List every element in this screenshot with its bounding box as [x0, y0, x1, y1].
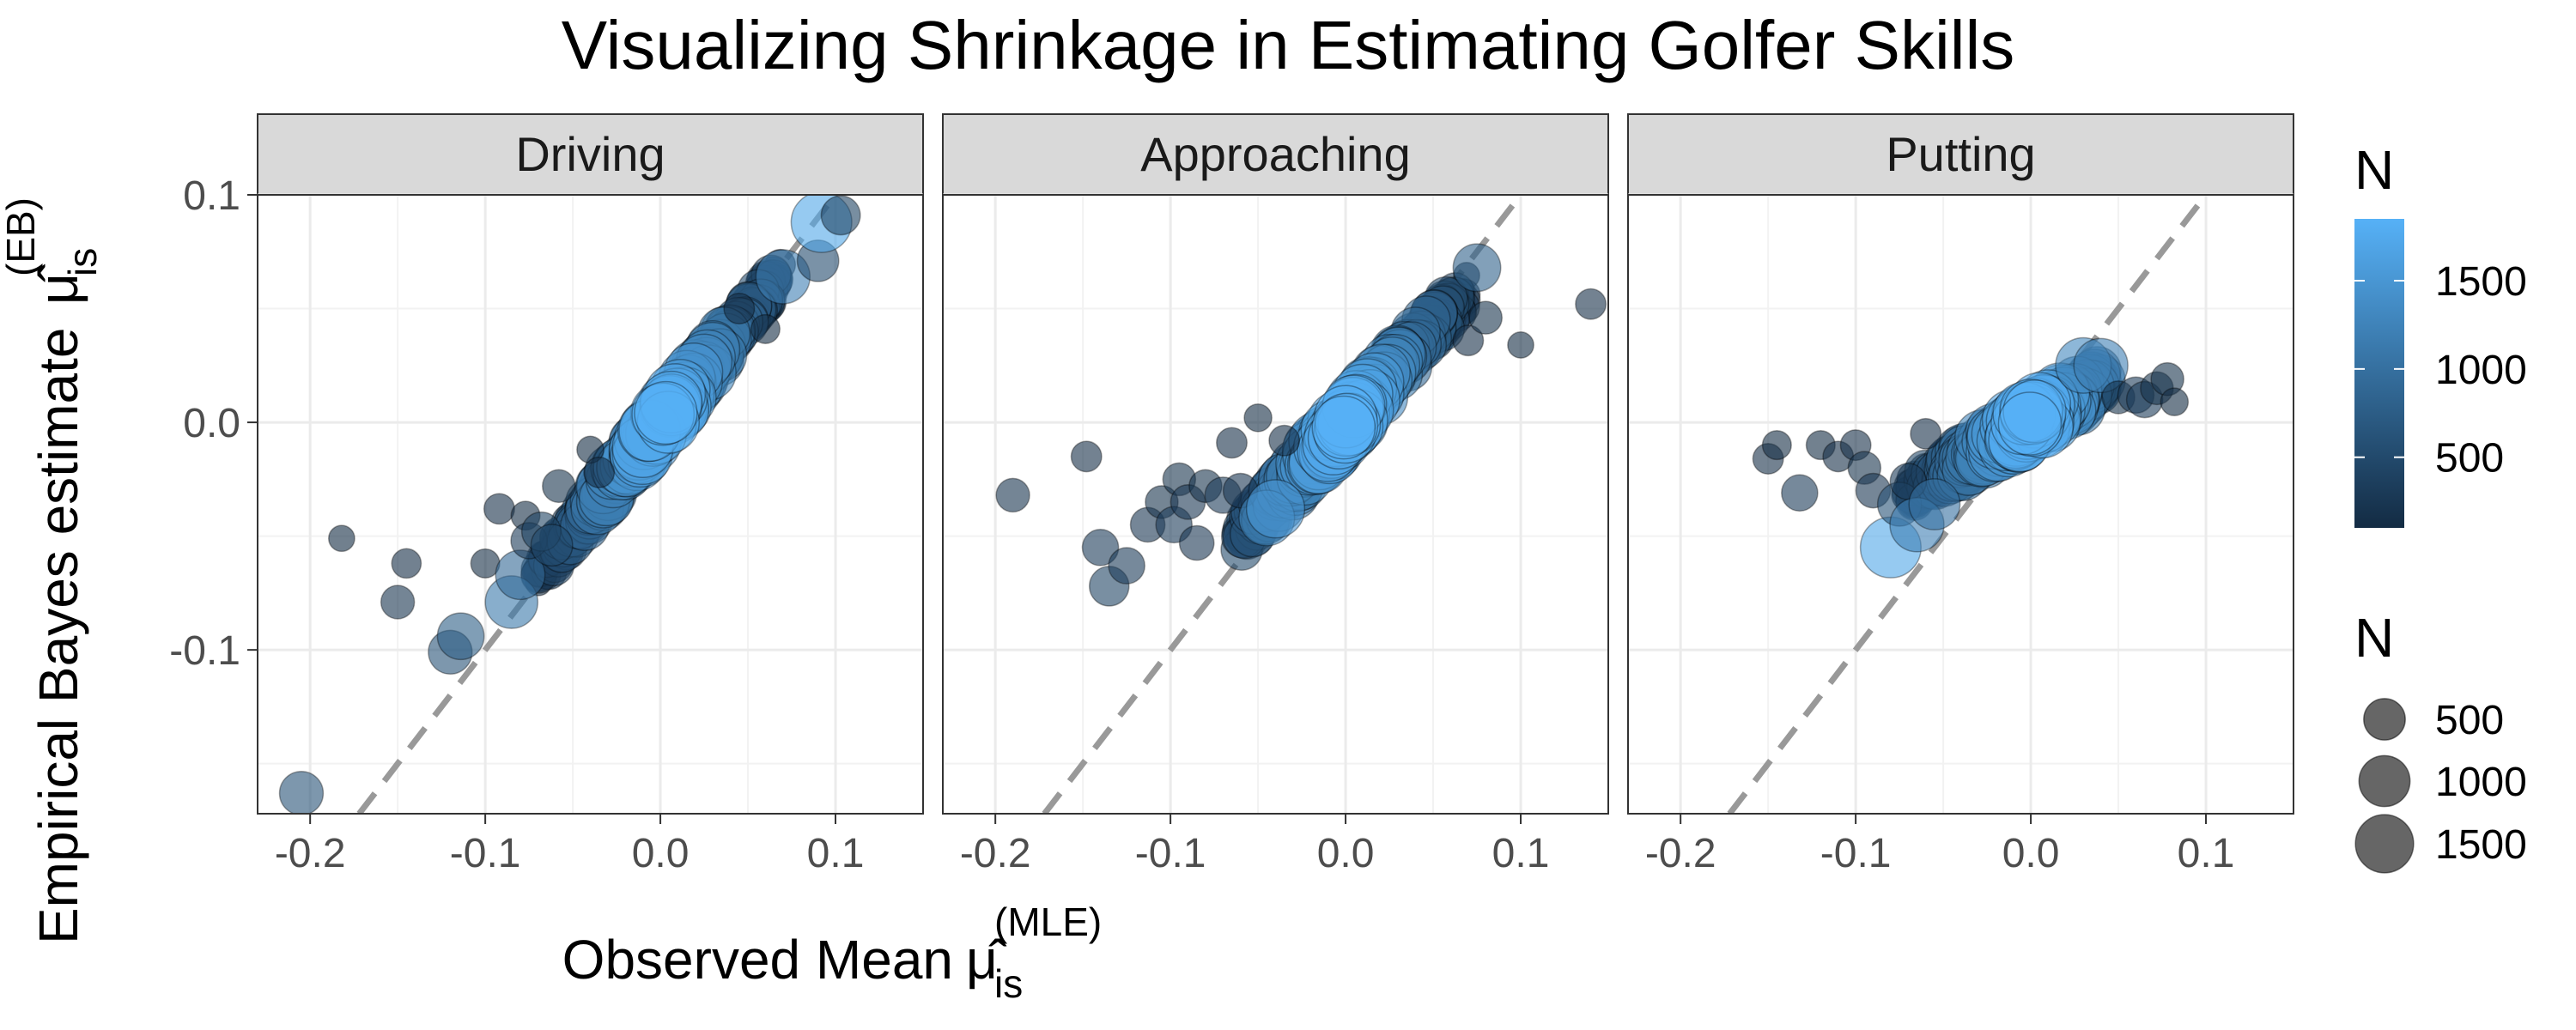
data-point [278, 770, 325, 814]
y-axis-label: Empirical Bayes estimate [27, 328, 89, 944]
data-point [1781, 474, 1819, 512]
data-point [1452, 243, 1502, 293]
size-legend-label: 1500 [2435, 822, 2527, 868]
data-point [1468, 300, 1504, 335]
points [1752, 336, 2190, 579]
x-tick-label: 0.1 [807, 831, 865, 876]
y-axis-label-subscript: is [60, 248, 105, 276]
facet-strip [257, 113, 924, 196]
data-point [530, 524, 574, 567]
x-tick-label: -0.1 [450, 831, 521, 876]
data-point [634, 380, 698, 445]
size-legend-key [2363, 698, 2406, 741]
size-legend-key [2354, 814, 2415, 874]
x-tick-label: 0.1 [1492, 831, 1550, 876]
facet-panels: Driving-0.2 -0.1 0.0 0.1-0.10.00.1Approachi… [169, 113, 2294, 876]
reference-line [1727, 195, 2208, 814]
data-point [1452, 324, 1485, 357]
data-point [483, 493, 515, 525]
facet-strip-label: Putting [1886, 127, 2035, 181]
data-point [995, 477, 1030, 513]
colorbar-tick-label: 500 [2435, 436, 2504, 482]
x-tick-label: 0.0 [632, 831, 690, 876]
data-point [1081, 529, 1120, 566]
x-tick-label: -0.2 [960, 831, 1031, 876]
y-tick-label: -0.1 [169, 628, 240, 674]
facet-strip [1627, 113, 2294, 196]
data-point [1997, 391, 2063, 456]
facet-strip [942, 113, 1609, 196]
data-point [1108, 547, 1145, 585]
y-axis-label-superscript: (EB) [0, 197, 43, 276]
size-legend-label: 1000 [2435, 760, 2527, 805]
x-axis-label: Observed Mean [562, 929, 953, 991]
points [995, 243, 1607, 607]
facet-strip-label: Driving [515, 127, 665, 181]
x-tick-label: 0.1 [2178, 831, 2235, 876]
data-point [1178, 524, 1215, 561]
points [278, 195, 861, 814]
panel-approaching: Approaching -0.2 -0.1 0.0 0.1 [942, 113, 1609, 876]
x-tick-label: 0.0 [1317, 831, 1375, 876]
data-point [1575, 288, 1607, 320]
data-point [436, 612, 485, 661]
colorbar [2354, 219, 2404, 528]
x-tick-label: 0.0 [2002, 831, 2060, 876]
data-point [380, 585, 416, 620]
x-tick-label: -0.2 [1645, 831, 1716, 876]
y-tick-label: 0.1 [183, 173, 240, 219]
panel-putting: Putting -0.2 -0.1 0.0 0.1 [1627, 113, 2294, 876]
data-point [2160, 387, 2190, 417]
y-tick-label: 0.0 [183, 401, 240, 446]
data-point [1761, 430, 1792, 461]
panel-border [257, 194, 924, 815]
data-point [1216, 427, 1249, 459]
size-legend-label: 500 [2435, 698, 2504, 743]
panel-driving: Driving -0.2 -0.1 0.0 0.1 -0.1 0.0 0.1 [169, 113, 924, 876]
x-tick-label: -0.1 [1820, 831, 1892, 876]
data-point [328, 524, 355, 553]
panel-border [942, 194, 1609, 815]
data-point [2073, 337, 2129, 394]
size-legend-key [2358, 754, 2411, 808]
size-legend: N 500 1000 1500 [2354, 607, 2527, 874]
data-point [391, 548, 422, 579]
x-axis-label-subscript: is [994, 961, 1023, 1006]
data-point [723, 293, 756, 325]
data-point [583, 456, 616, 488]
color-legend: N 500 1000 1500 [2354, 139, 2527, 528]
data-point [1908, 478, 1961, 530]
data-point [750, 313, 781, 344]
panel-border [1627, 194, 2294, 815]
data-point [542, 469, 576, 504]
chart-title: Visualizing Shrinkage in Estimating Golf… [562, 7, 2015, 83]
facet-strip-label: Approaching [1140, 127, 1410, 181]
data-point [1070, 440, 1103, 473]
data-point [1507, 331, 1534, 359]
x-tick-label: -0.1 [1135, 831, 1206, 876]
data-point [1243, 403, 1273, 433]
data-point [820, 195, 861, 236]
data-point [1245, 479, 1306, 539]
size-legend-title: N [2354, 607, 2394, 669]
plot-background [1628, 195, 2293, 814]
data-point [1311, 395, 1376, 460]
x-axis-label-superscript: (MLE) [994, 900, 1102, 944]
color-legend-title: N [2354, 139, 2394, 201]
colorbar-tick-label: 1500 [2435, 259, 2527, 305]
data-point [1910, 417, 1942, 450]
colorbar-tick-label: 1000 [2435, 348, 2527, 393]
x-tick-label: -0.2 [275, 831, 346, 876]
data-point [1268, 424, 1301, 457]
